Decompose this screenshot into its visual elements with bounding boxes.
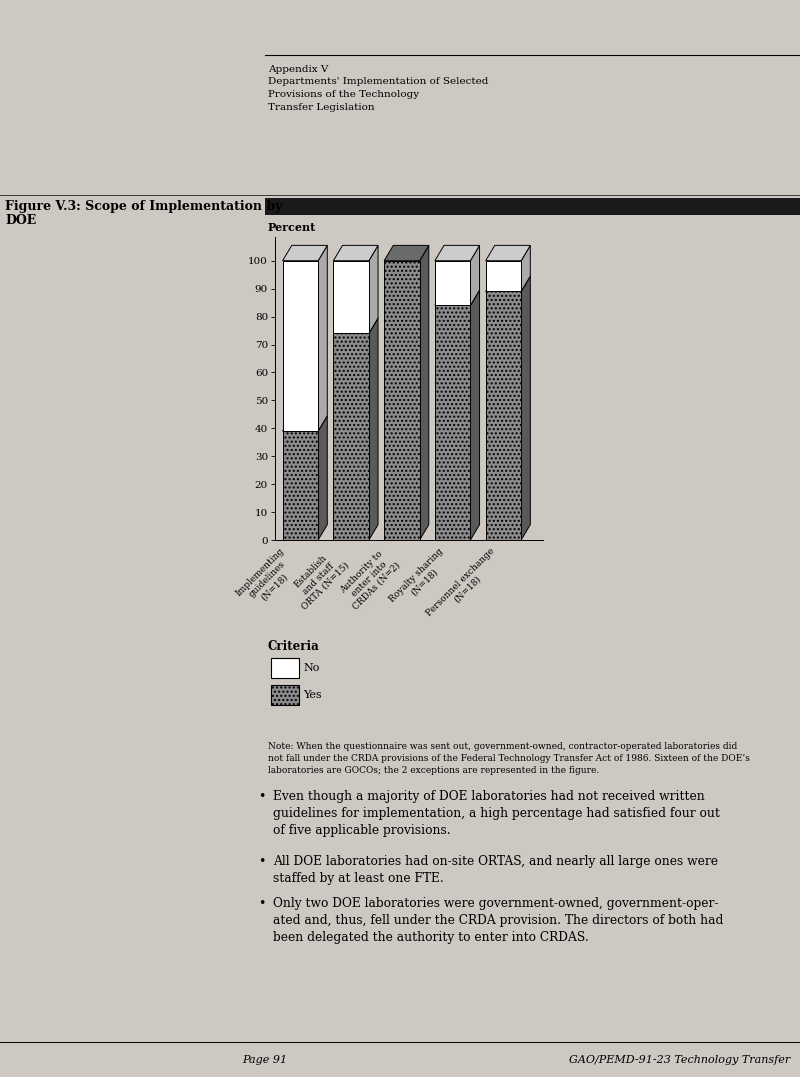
Polygon shape (470, 290, 479, 540)
Polygon shape (435, 246, 479, 261)
Polygon shape (435, 290, 479, 306)
Text: Only two DOE laboratories were government-owned, government-oper-
ated and, thus: Only two DOE laboratories were governmen… (273, 897, 723, 945)
Text: All DOE laboratories had on-site ORTAS, and nearly all large ones were
staffed b: All DOE laboratories had on-site ORTAS, … (273, 855, 718, 885)
Bar (384, 261, 420, 540)
Polygon shape (334, 246, 378, 261)
Polygon shape (486, 246, 530, 261)
Text: Appendix V
Departments' Implementation of Selected
Provisions of the Technology
: Appendix V Departments' Implementation o… (268, 65, 488, 112)
Bar (486, 261, 521, 292)
Text: •: • (258, 855, 266, 868)
Polygon shape (282, 246, 327, 261)
Polygon shape (334, 318, 378, 334)
Text: •: • (258, 897, 266, 910)
Text: DOE: DOE (5, 214, 36, 227)
Bar (334, 261, 369, 334)
Polygon shape (470, 246, 479, 306)
Polygon shape (369, 246, 378, 334)
Polygon shape (369, 318, 378, 540)
Text: GAO/PEMD-91-23 Technology Transfer: GAO/PEMD-91-23 Technology Transfer (570, 1055, 790, 1065)
Text: Note: When the questionnaire was sent out, government-owned, contractor-operated: Note: When the questionnaire was sent ou… (268, 742, 750, 774)
Text: •: • (258, 791, 266, 803)
Polygon shape (521, 246, 530, 292)
Bar (282, 431, 318, 540)
Polygon shape (282, 416, 327, 431)
Bar (486, 292, 521, 540)
Polygon shape (486, 276, 530, 292)
Polygon shape (318, 246, 327, 431)
Text: Even though a majority of DOE laboratories had not received written
guidelines f: Even though a majority of DOE laboratori… (273, 791, 720, 837)
Polygon shape (384, 246, 429, 261)
Text: Figure V.3: Scope of Implementation by: Figure V.3: Scope of Implementation by (5, 200, 282, 213)
Polygon shape (521, 276, 530, 540)
Bar (265, 198, 800, 215)
Bar (271, 658, 299, 679)
Bar (435, 306, 470, 540)
Polygon shape (318, 416, 327, 540)
Bar (435, 261, 470, 306)
Bar (334, 334, 369, 540)
Bar (271, 685, 299, 705)
Text: Percent: Percent (268, 222, 316, 233)
Polygon shape (420, 246, 429, 540)
Text: Criteria: Criteria (268, 640, 320, 653)
Text: No: No (303, 663, 319, 673)
Text: Page 91: Page 91 (242, 1055, 287, 1065)
Text: Yes: Yes (303, 690, 322, 700)
Bar (282, 261, 318, 431)
